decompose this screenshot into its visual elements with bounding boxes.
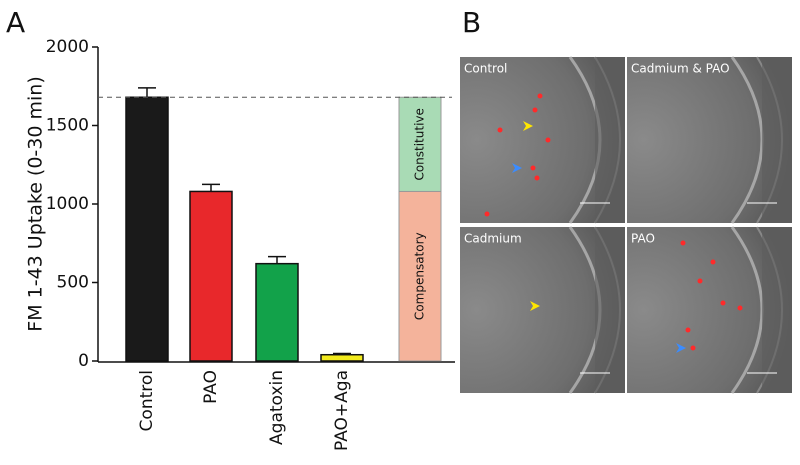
fluorescent-spot: [720, 300, 726, 306]
fluorescent-spot: [497, 127, 503, 133]
y-tick-label: 1500: [46, 116, 89, 136]
outside: [762, 227, 792, 393]
outside: [595, 227, 625, 393]
arrowhead: [676, 343, 686, 353]
panel-label: B: [462, 6, 481, 39]
stack-segment: [398, 96, 442, 192]
image-label: Control: [464, 62, 507, 76]
y-axis-label: FM 1-43 Uptake (0-30 min): [25, 76, 47, 331]
stack-label: Constitutive: [413, 108, 427, 180]
fluorescent-spot: [545, 137, 551, 143]
image-label: Cadmium & PAO: [631, 62, 730, 76]
fluorescent-spot: [690, 345, 696, 351]
bar: [320, 353, 364, 362]
fluorescent-spot: [537, 93, 543, 99]
fluorescent-spot: [697, 278, 703, 284]
fluorescent-spot: [685, 327, 691, 333]
x-tick-label: Control: [137, 370, 157, 431]
image-panels: Control Cadmium & PAO Cadmium PAO: [460, 56, 792, 394]
image-label: Cadmium: [464, 232, 522, 246]
y-tick-label: 500: [57, 273, 89, 293]
x-tick-label: PAO+Aga: [332, 370, 352, 451]
fluorescent-spot: [680, 240, 686, 246]
stack-label: Compensatory: [413, 232, 427, 320]
outside: [595, 57, 625, 223]
fluorescent-spot: [484, 211, 490, 217]
bar: [125, 96, 169, 362]
x-tick-label: PAO: [201, 370, 221, 404]
image-label: PAO: [631, 232, 655, 246]
fluorescent-spot: [737, 305, 743, 311]
x-tick-label: Agatoxin: [267, 370, 287, 445]
fluorescent-spot: [530, 165, 536, 171]
y-tick-label: 2000: [46, 37, 89, 57]
bar: [255, 262, 299, 362]
outside: [762, 57, 792, 223]
y-tick-label: 0: [78, 351, 89, 371]
fluorescent-spot: [532, 107, 538, 113]
y-tick-label: 1000: [46, 194, 89, 214]
arrowhead: [512, 163, 522, 173]
arrowhead: [530, 301, 540, 311]
fluorescent-spot: [710, 259, 716, 265]
panel-label: A: [6, 6, 25, 39]
arrowhead: [523, 121, 533, 131]
bar: [189, 190, 233, 362]
fluorescent-spot: [534, 175, 540, 181]
